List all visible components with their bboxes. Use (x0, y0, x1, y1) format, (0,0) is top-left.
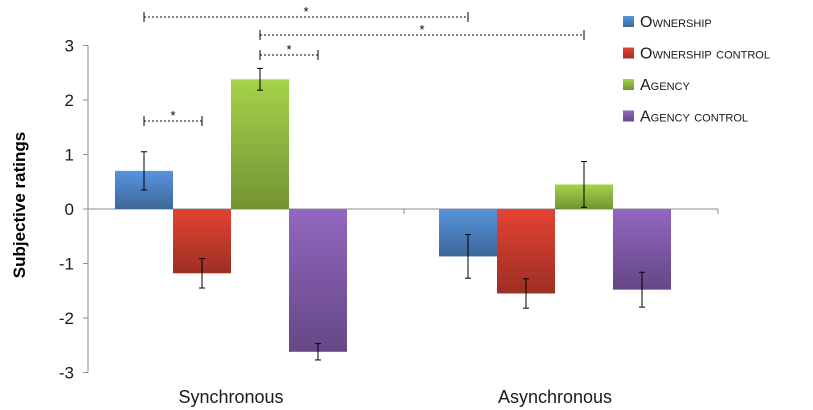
legend-swatch (623, 47, 634, 59)
significance-star: * (286, 42, 291, 57)
significance-bracket: * (259, 22, 585, 40)
error-bar (581, 161, 587, 208)
y-tick-label: 1 (65, 146, 74, 165)
legend-swatch (623, 110, 634, 122)
bar-agency-synchronous (231, 79, 289, 209)
error-bars-group (141, 67, 645, 361)
legend-label: Agency (640, 77, 690, 94)
error-bar (199, 258, 205, 289)
significance-group: * * * * (143, 4, 585, 126)
error-bar (465, 234, 471, 279)
y-tick-label: 2 (65, 91, 74, 110)
legend-item: Agency control (623, 109, 748, 126)
legend-label: Ownership control (640, 46, 770, 63)
bars-group (115, 79, 671, 352)
error-bar (523, 278, 529, 309)
y-tick-label: -1 (59, 255, 74, 274)
legend-label: Ownership (640, 14, 712, 31)
legend-label: Agency control (640, 109, 748, 126)
legend-item: Ownership control (623, 46, 770, 63)
y-tick-label: 3 (65, 37, 74, 56)
significance-bracket: * (143, 108, 203, 126)
legend-swatch (623, 79, 634, 90)
category-labels: Synchronous Asynchronous (178, 387, 612, 407)
bar-agency-control-synchronous (289, 209, 347, 352)
error-bar (315, 343, 321, 361)
significance-star: * (303, 4, 308, 19)
legend-swatch (623, 16, 634, 27)
significance-star: * (170, 108, 175, 123)
error-bar (141, 151, 147, 191)
y-axis: 3 2 1 0 -1 -2 -3 (59, 37, 89, 383)
y-tick-label: 0 (65, 200, 74, 219)
y-tick-label: -3 (59, 364, 74, 383)
x-category-label: Asynchronous (498, 387, 612, 407)
legend-item: Ownership (623, 14, 712, 31)
y-tick-label: -2 (59, 309, 74, 328)
y-axis-title: Subjective ratings (10, 132, 29, 278)
error-bar (257, 67, 263, 91)
legend-item: Agency (623, 77, 690, 94)
error-bar (639, 271, 645, 308)
significance-bracket: * (259, 42, 319, 60)
legend: Ownership Ownership control Agency Agency c… (623, 14, 770, 126)
significance-star: * (419, 22, 424, 37)
significance-bracket: * (143, 4, 469, 22)
x-category-label: Synchronous (178, 387, 283, 407)
